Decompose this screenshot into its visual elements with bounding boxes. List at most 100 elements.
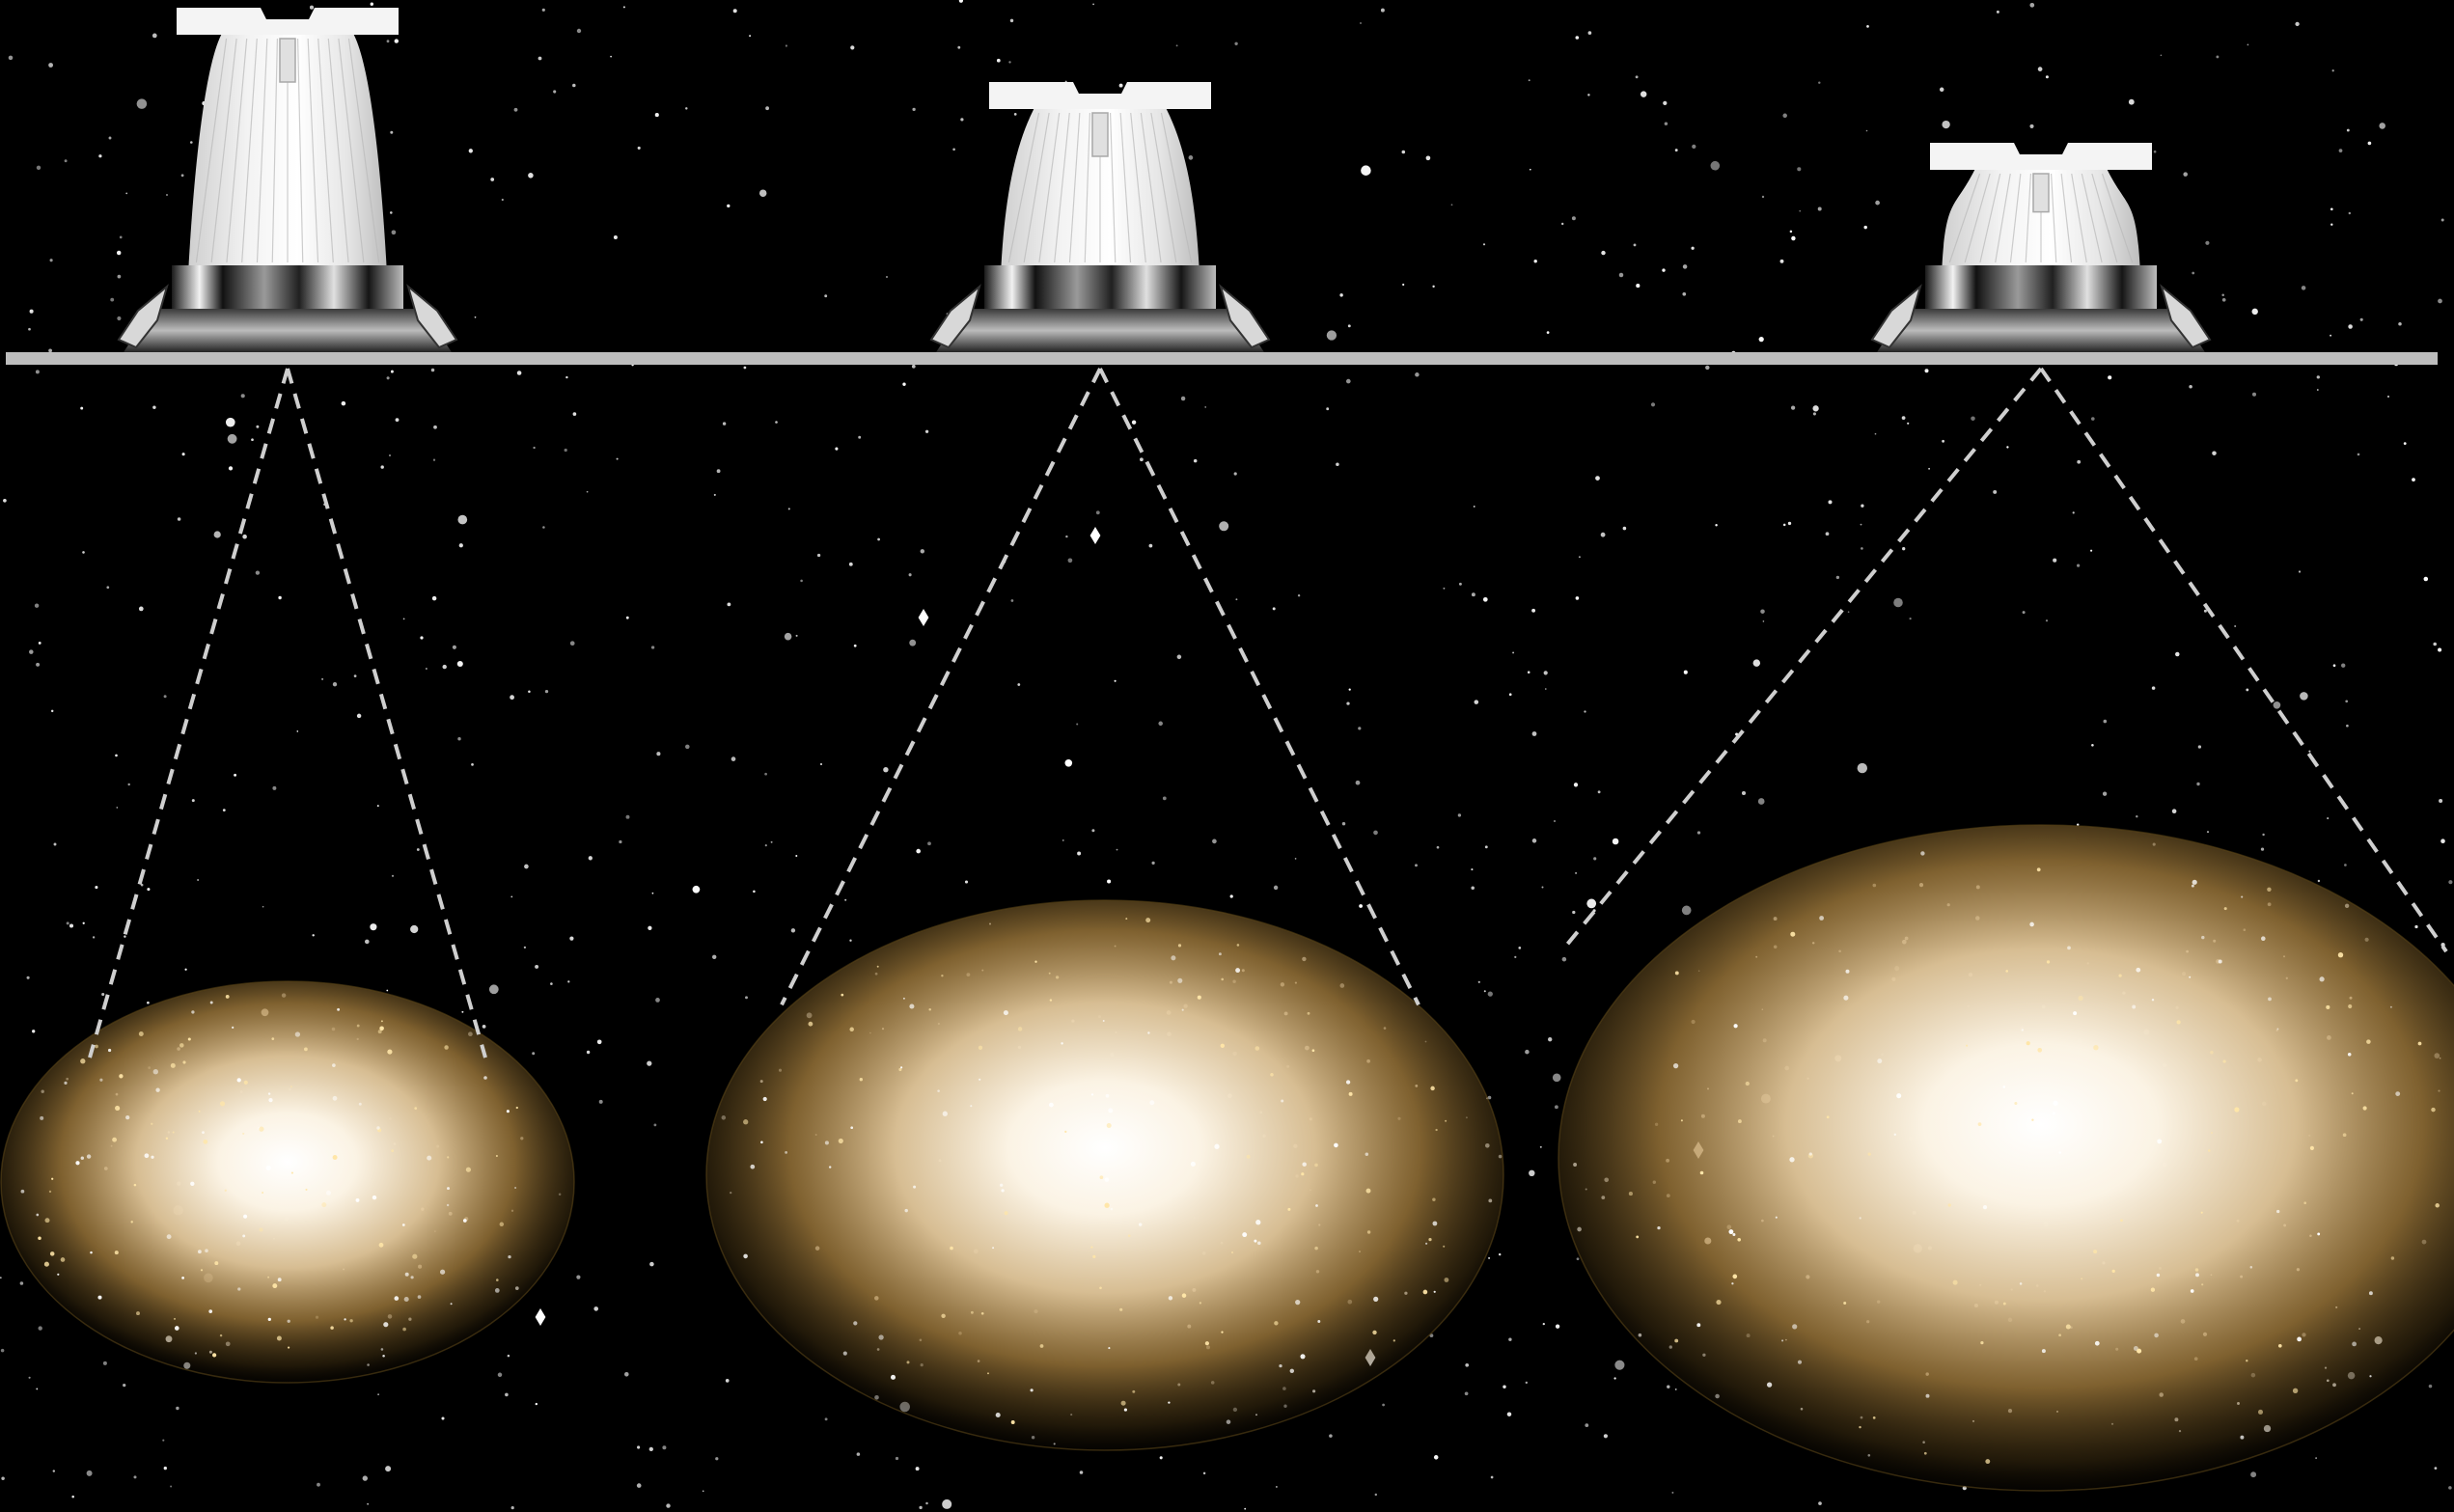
glow-speck [203, 1139, 208, 1144]
star [82, 921, 85, 924]
star [1234, 41, 1238, 45]
star [1508, 693, 1512, 697]
star [394, 39, 399, 43]
star [341, 400, 346, 406]
glow-speck [978, 1045, 983, 1050]
lens-rib [1995, 173, 2011, 263]
lens-rib [1130, 112, 1146, 263]
star [1555, 1324, 1560, 1329]
glow-speck [332, 1095, 338, 1101]
star [648, 1446, 653, 1452]
glow-speck [2352, 1341, 2357, 1347]
glow-speck [1315, 1204, 1318, 1207]
star [163, 1466, 167, 1471]
star [513, 107, 518, 112]
glow-speck [1010, 1420, 1015, 1424]
base-flange [124, 309, 452, 352]
star [432, 458, 436, 461]
glow-speck [785, 1151, 787, 1154]
star [29, 309, 34, 314]
star [1874, 432, 1877, 435]
glow-speck [1859, 1217, 1861, 1220]
star [1612, 838, 1619, 845]
star [886, 276, 888, 278]
star [1683, 670, 1688, 674]
star [1079, 1471, 1084, 1474]
glow-speck [849, 1027, 854, 1032]
glow-speck [1982, 1204, 1988, 1210]
star [1752, 659, 1761, 667]
glow-speck [182, 1060, 186, 1064]
glow-speck [2261, 936, 2266, 941]
star [2022, 611, 2026, 615]
glow-speck [1108, 1108, 1114, 1113]
glow-speck [2058, 1151, 2062, 1154]
star [2338, 149, 2343, 152]
glow-speck [1127, 1234, 1131, 1238]
glow-speck [2210, 1051, 2214, 1055]
glow-speck [2154, 1333, 2159, 1338]
glow-speck [1425, 1242, 1428, 1245]
star [2160, 54, 2163, 57]
star [2153, 150, 2157, 153]
glow-speck [2058, 1333, 2061, 1337]
glow-speck [1365, 1188, 1371, 1194]
star [2348, 324, 2353, 329]
star [1297, 593, 1301, 597]
star [197, 879, 199, 881]
glow-speck [1181, 1008, 1184, 1011]
star [1488, 1256, 1491, 1259]
glow-speck [1392, 1339, 1395, 1342]
glow-speck [1311, 1049, 1315, 1053]
star [911, 364, 916, 369]
star [390, 370, 394, 373]
star [1151, 861, 1155, 866]
star [389, 454, 391, 456]
glow-speck [86, 1154, 92, 1159]
glow-speck [1766, 1382, 1773, 1388]
star [1013, 113, 1017, 116]
star [170, 1485, 173, 1488]
glow-speck [1672, 1062, 1679, 1069]
glow-speck [743, 1119, 749, 1125]
star [2197, 745, 2202, 749]
star [715, 1457, 719, 1461]
star [1760, 609, 1765, 614]
star [386, 989, 389, 992]
glow-speck [95, 1044, 98, 1049]
star [1812, 412, 1816, 416]
star [390, 211, 393, 214]
star [166, 194, 168, 196]
star [1131, 420, 1137, 425]
glow-speck [194, 1352, 198, 1355]
star [2205, 240, 2210, 245]
star [240, 394, 245, 399]
star [1857, 762, 1868, 774]
lamp-row [117, 8, 2212, 352]
spring-clip [1870, 284, 1922, 349]
star [2331, 69, 2334, 72]
star [542, 526, 545, 529]
glow-speck [2276, 1209, 2280, 1214]
lamp-narrow-beam-left [88, 368, 290, 1058]
star [228, 466, 234, 471]
spring-clip [2160, 284, 2212, 349]
star [572, 83, 576, 88]
glow-speck [2078, 995, 2083, 1002]
glow-speck [2151, 998, 2155, 1002]
glow-speck [1920, 851, 1925, 856]
star [877, 537, 880, 541]
glow-speck [506, 1110, 510, 1113]
ceiling-line [6, 352, 2438, 365]
star [1477, 980, 1480, 983]
glow-speck [304, 1047, 308, 1052]
star [234, 773, 237, 777]
star [856, 1452, 861, 1456]
star [919, 1505, 923, 1510]
star [35, 370, 40, 374]
star [1, 1476, 5, 1480]
star [116, 807, 119, 809]
star [2316, 375, 2320, 379]
glow-speck [179, 1043, 184, 1048]
